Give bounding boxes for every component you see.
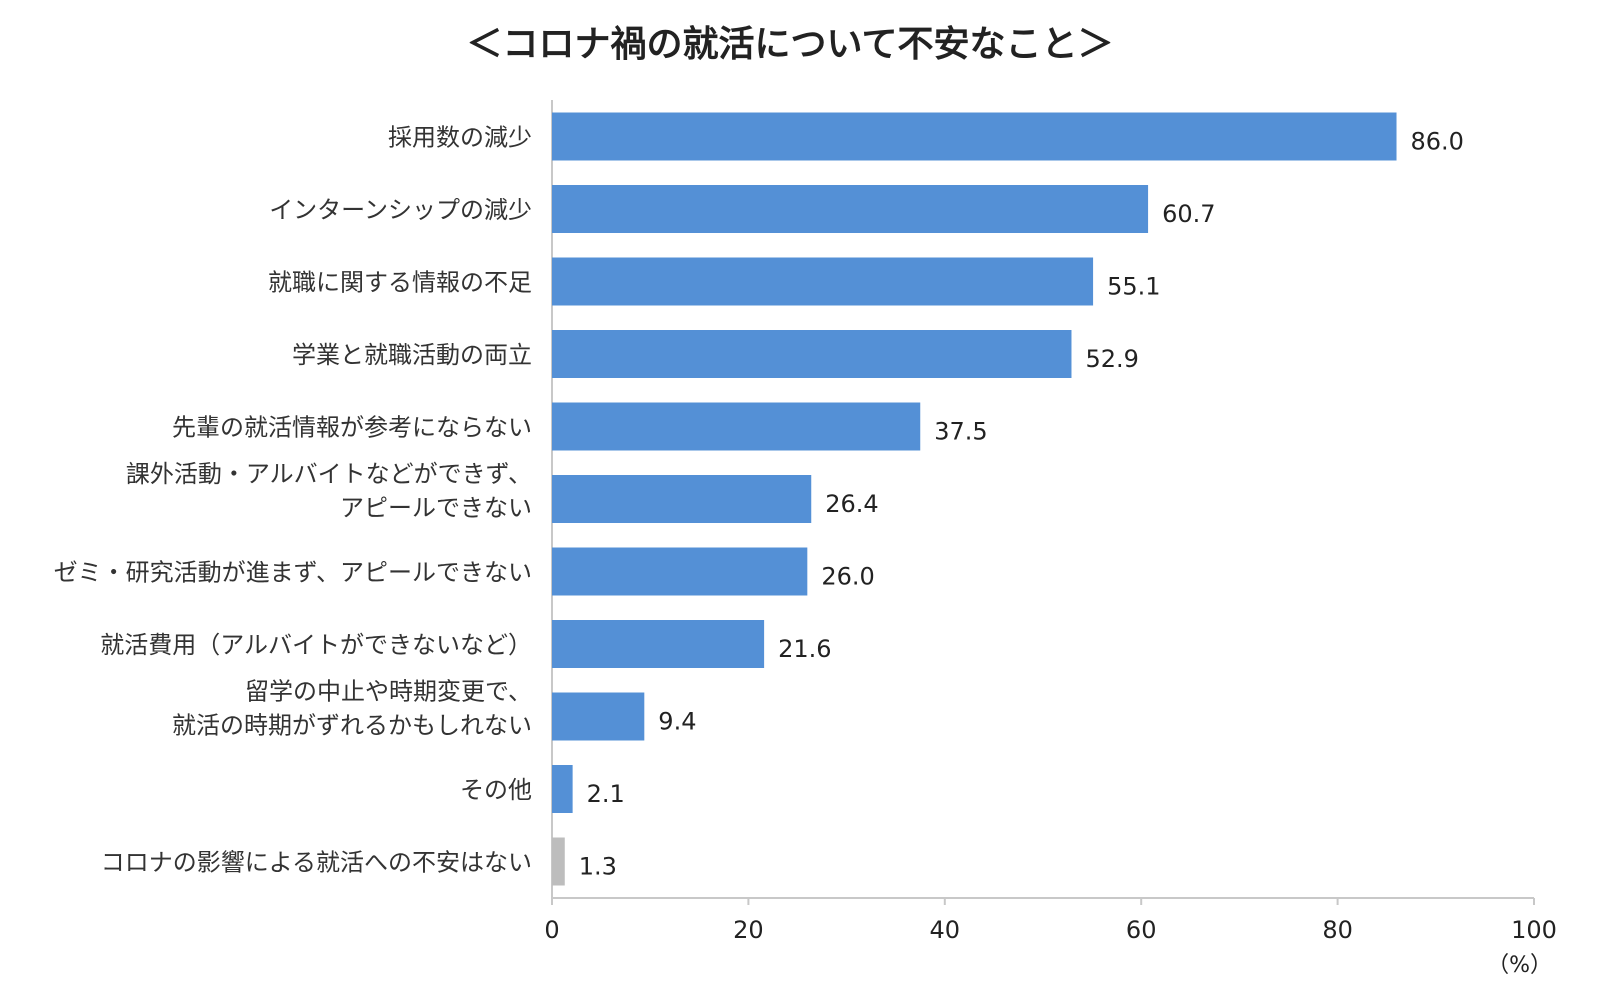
bars: [552, 112, 1397, 886]
value-label: 86.0: [1411, 128, 1464, 156]
bar: [552, 402, 921, 451]
chart-title: ＜コロナ禍の就活について不安なこと＞: [467, 24, 1114, 65]
category-label: 採用数の減少: [388, 124, 532, 152]
x-tick-label: 40: [930, 916, 961, 944]
bar: [552, 185, 1149, 233]
x-axis-unit: （%）: [1487, 953, 1552, 978]
value-label: 9.4: [658, 708, 696, 736]
x-tick-labels: 0 20 40 60 80 100: [544, 916, 1557, 944]
bar: [552, 620, 765, 668]
x-tick-label: 20: [733, 916, 764, 944]
category-label: 先輩の就活情報が参考にならない: [172, 414, 532, 442]
category-label: インターンシップの減少: [269, 196, 532, 224]
value-label: 55.1: [1107, 273, 1160, 301]
bar: [552, 112, 1397, 161]
category-label: 就職に関する情報の不足: [268, 269, 532, 297]
category-label: 就活費用（アルバイトができないなど）: [100, 631, 532, 659]
category-label: 学業と就職活動の両立: [292, 341, 532, 369]
x-tick-label: 60: [1126, 916, 1157, 944]
value-label: 26.0: [821, 563, 874, 591]
category-label: 留学の中止や時期変更で、: [245, 678, 532, 706]
category-label: その他: [460, 776, 532, 804]
value-labels: 86.0 60.7 55.1 52.9 37.5 26.4 26.0 21.6 9.4 2.1 1.…: [579, 128, 1464, 881]
x-tick-label: 100: [1511, 916, 1557, 944]
category-label: ゼミ・研究活動が進まず、アピールできない: [54, 559, 532, 587]
x-tick-label: 80: [1322, 916, 1353, 944]
category-label: コロナの影響による就活への不安はない: [101, 849, 532, 877]
x-tick-label: 0: [544, 916, 559, 944]
bar: [552, 547, 808, 596]
category-label: 課外活動・アルバイトなどができず、: [126, 460, 532, 488]
value-label: 60.7: [1162, 200, 1215, 228]
bar: [552, 765, 573, 813]
bar: [552, 257, 1094, 306]
value-label: 52.9: [1085, 345, 1138, 373]
value-label: 21.6: [778, 635, 831, 663]
bar: [552, 475, 812, 523]
value-label: 37.5: [934, 418, 987, 446]
value-label: 2.1: [587, 780, 625, 808]
bar: [552, 837, 565, 886]
category-labels: 採用数の減少インターンシップの減少就職に関する情報の不足学業と就職活動の両立先輩…: [54, 124, 532, 877]
category-label: 就活の時期がずれるかもしれない: [172, 712, 532, 740]
bar: [552, 692, 645, 741]
category-label: アピールできない: [340, 494, 532, 522]
bar: [552, 330, 1072, 378]
value-label: 26.4: [825, 490, 878, 518]
value-label: 1.3: [579, 853, 617, 881]
